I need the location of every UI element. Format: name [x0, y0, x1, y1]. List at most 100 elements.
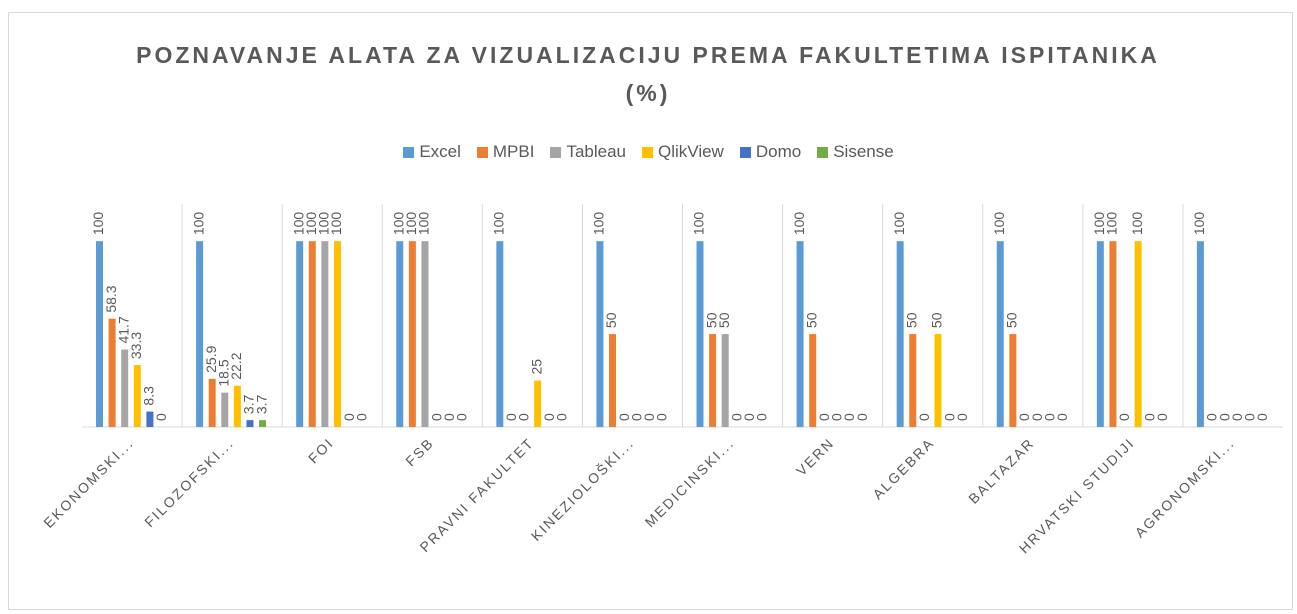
data-label: 50 [1004, 312, 1020, 328]
legend-swatch [550, 146, 562, 158]
bar [333, 241, 341, 427]
x-tick-label: AGRONOMSKI... [1132, 434, 1238, 540]
data-label: 0 [829, 413, 845, 421]
bar [796, 241, 804, 427]
legend: Excel MPBI Tableau QlikView Domo Sisense [0, 142, 1297, 162]
data-label: 100 [390, 212, 406, 236]
x-tick-label: FILOZOFSKI... [141, 434, 237, 530]
bar [809, 334, 817, 427]
data-label: 100 [1129, 212, 1145, 236]
bar [133, 365, 141, 427]
data-label: 50 [703, 312, 719, 328]
legend-item: Excel [403, 142, 461, 162]
data-label: 3.7 [253, 394, 269, 414]
data-label: 0 [941, 413, 957, 421]
data-label: 50 [903, 312, 919, 328]
x-tick-label: EKONOMSKI... [40, 434, 136, 530]
data-label: 18.5 [215, 359, 231, 386]
bar [96, 241, 103, 427]
data-label: 50 [803, 312, 819, 328]
data-label: 0 [841, 413, 857, 421]
bar [596, 241, 604, 427]
legend-label: MPBI [492, 142, 535, 161]
data-label: 0 [153, 413, 169, 421]
data-label: 0 [554, 413, 570, 421]
bar [1096, 241, 1104, 427]
legend-swatch [739, 146, 751, 158]
data-label: 50 [716, 312, 732, 328]
data-label: 0 [1041, 413, 1057, 421]
data-label: 0 [1216, 413, 1232, 421]
legend-item: QlikView [642, 142, 724, 162]
data-label: 100 [328, 212, 344, 236]
bar [421, 241, 429, 427]
data-label: 0 [616, 413, 632, 421]
data-label: 0 [341, 413, 357, 421]
data-label: 100 [303, 212, 319, 236]
legend-label: QlikView [658, 142, 724, 161]
data-label: 0 [854, 413, 870, 421]
data-label: 0 [1154, 413, 1170, 421]
x-tick-label: MEDICINSKI... [642, 434, 738, 530]
data-label: 0 [729, 413, 745, 421]
data-label: 0 [654, 413, 670, 421]
x-tick-label: VERN [793, 434, 837, 478]
bar [108, 318, 116, 427]
bar [1109, 241, 1117, 427]
bar [196, 241, 204, 427]
x-tick-label: KINEZIOLOŠKI... [528, 434, 638, 544]
data-label: 0 [453, 413, 469, 421]
bar [208, 378, 216, 427]
data-label: 100 [1191, 212, 1207, 236]
data-label: 100 [90, 212, 106, 236]
legend-swatch [476, 146, 488, 158]
bar [146, 411, 154, 427]
legend-swatch [817, 146, 829, 158]
data-label: 0 [1141, 413, 1157, 421]
data-label: 100 [891, 212, 907, 236]
bar [709, 334, 717, 427]
data-label: 100 [416, 212, 432, 236]
data-label: 0 [353, 413, 369, 421]
data-label: 50 [603, 312, 619, 328]
bar [1134, 241, 1142, 427]
data-label: 0 [816, 413, 832, 421]
bar [259, 420, 267, 427]
bar [721, 334, 729, 427]
data-label: 0 [1029, 413, 1045, 421]
legend-label: Tableau [566, 142, 627, 161]
bar [609, 334, 617, 427]
bar [396, 241, 404, 427]
data-label: 3.7 [241, 394, 257, 414]
data-label: 100 [403, 212, 419, 236]
data-label: 0 [741, 413, 757, 421]
bar [408, 241, 416, 427]
bar [296, 241, 304, 427]
data-label: 0 [1016, 413, 1032, 421]
data-label: 100 [791, 212, 807, 236]
legend-swatch [642, 146, 654, 158]
data-label: 58.3 [103, 285, 119, 312]
x-tick-label: FOI [305, 434, 337, 466]
legend-label: Excel [419, 142, 461, 161]
data-label: 0 [516, 413, 532, 421]
bar [909, 334, 917, 427]
bar [121, 349, 129, 427]
data-label: 33.3 [128, 332, 144, 359]
data-label: 0 [1054, 413, 1070, 421]
data-label: 100 [316, 212, 332, 236]
bar [934, 334, 942, 427]
bar [246, 420, 254, 427]
data-label: 41.7 [115, 316, 131, 343]
data-label: 0 [1254, 413, 1270, 421]
bar [996, 241, 1004, 427]
x-tick-label: BALTAZAR [965, 434, 1037, 506]
chart-title: POZNAVANJE ALATA ZA VIZUALIZACIJU PREMA … [136, 42, 1160, 106]
data-label: 0 [428, 413, 444, 421]
bar [896, 241, 904, 427]
bar [233, 385, 241, 427]
data-label: 100 [190, 212, 206, 236]
legend-label: Domo [755, 142, 802, 161]
data-label: 0 [503, 413, 519, 421]
